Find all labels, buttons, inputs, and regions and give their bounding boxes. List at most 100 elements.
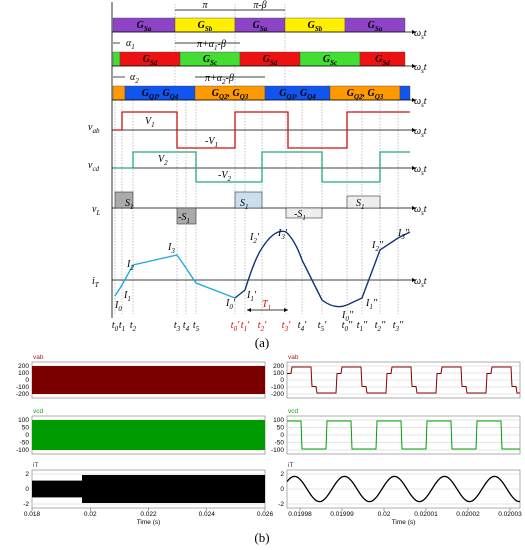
label-part: I	[371, 240, 376, 251]
label-part: t	[298, 320, 301, 331]
volt-area	[346, 195, 381, 209]
gate-label: GQ1, GQ4	[279, 88, 316, 101]
label-part: ''	[348, 320, 353, 331]
signal-label: iT	[92, 276, 100, 289]
label-part: , G	[294, 88, 308, 99]
gate-label: GSb	[308, 20, 323, 33]
current-label: I1''	[365, 298, 378, 311]
label-part: G	[263, 54, 271, 65]
label-part: ω	[414, 62, 421, 73]
label-part: t	[282, 320, 285, 331]
plot-title: iT	[288, 462, 293, 469]
label-part: s	[421, 209, 424, 217]
label-part: t	[393, 320, 396, 331]
label-part: 3	[176, 325, 181, 333]
label-part: t	[424, 62, 427, 73]
signal-label: vL	[92, 204, 100, 217]
y-tick-label: 100	[18, 370, 29, 377]
label-part: t	[424, 276, 427, 287]
label-part: v	[88, 122, 93, 133]
waveform	[286, 475, 520, 503]
label-part: Sa	[144, 25, 152, 33]
angle-label: π+α1-β	[197, 39, 226, 52]
gate-label: GSa	[137, 20, 152, 33]
label-part: 1	[250, 295, 254, 303]
label-part: s	[421, 33, 424, 41]
label-part: Q2	[219, 93, 228, 101]
label-part: t	[424, 164, 427, 175]
label-part: '	[304, 320, 307, 331]
x-tick-label: 0.02	[84, 511, 97, 518]
time-label: t4	[183, 320, 190, 333]
label-part: V	[158, 154, 166, 165]
label-part: t	[193, 320, 196, 331]
label-part: ω	[414, 96, 421, 107]
gate-label: GSa	[368, 20, 383, 33]
label-part: ''	[363, 320, 368, 331]
label-part: G	[198, 20, 206, 31]
axis-label: ωst	[414, 126, 427, 139]
current-label: I2'	[249, 232, 260, 245]
arrow	[412, 30, 416, 34]
label-part: Sd	[150, 59, 158, 67]
label-part: , G	[157, 88, 171, 99]
label-part: I	[126, 259, 131, 270]
label-part: ω	[414, 126, 421, 137]
current-label: I2	[126, 259, 134, 272]
arrow	[412, 128, 416, 132]
label-part: G	[142, 88, 150, 99]
label-part: '	[257, 232, 260, 243]
label-part: v	[88, 160, 93, 171]
axis-label: ωst	[414, 28, 427, 41]
label-part: , G	[362, 88, 376, 99]
y-tick-label: -100	[16, 447, 29, 454]
label-part: '	[254, 290, 257, 301]
gate-label: GSb	[198, 20, 213, 33]
gate-label: GSd	[375, 54, 390, 67]
waveform-band	[82, 475, 265, 503]
y-tick-label: 50	[22, 425, 30, 432]
y-tick-label: 100	[273, 417, 284, 424]
angle-label: π-β	[253, 0, 266, 11]
x-axis-label: Time (s)	[137, 519, 161, 526]
time-label: t0''	[342, 320, 353, 333]
axis-label: ωst	[414, 276, 427, 289]
label-part: -β	[218, 39, 226, 50]
level-label: V2	[158, 154, 168, 167]
label-part: -S	[294, 209, 302, 220]
axis-label: ωst	[414, 96, 427, 109]
angle-label: π+α2-β	[205, 73, 234, 86]
current-label: I0''	[341, 310, 354, 323]
label-part: 1	[131, 43, 135, 51]
time-label: t2'	[258, 320, 267, 333]
time-label: t2''	[375, 320, 386, 333]
label-part: s	[421, 131, 424, 139]
label-part: 1	[122, 325, 126, 333]
label-part: I	[277, 228, 282, 239]
waveform	[287, 366, 520, 394]
label-part: 0	[229, 303, 233, 311]
current-label: I0	[114, 300, 122, 313]
current-label: I2''	[371, 240, 384, 253]
label-part: L	[95, 209, 100, 217]
level-label: -S1	[178, 212, 190, 225]
label-part: G	[323, 54, 331, 65]
label-part: 2	[133, 325, 137, 333]
label-part: t	[357, 320, 360, 331]
label-part: 1	[214, 44, 218, 52]
time-label: t0	[112, 320, 119, 333]
label-part: Q2	[354, 93, 363, 101]
waveform	[113, 151, 410, 183]
label-part: t	[112, 320, 115, 331]
label-part: 1	[360, 325, 364, 333]
y-tick-label: 2	[280, 471, 284, 478]
label-part: Q1	[286, 93, 295, 101]
label-part: G	[279, 88, 287, 99]
gate-segment	[112, 85, 126, 101]
label-part: 2	[164, 159, 168, 167]
gate-segment	[399, 85, 411, 101]
caption: (a)	[255, 335, 269, 350]
x-axis-label: Time (s)	[392, 519, 416, 526]
label-part: 2	[261, 325, 265, 333]
